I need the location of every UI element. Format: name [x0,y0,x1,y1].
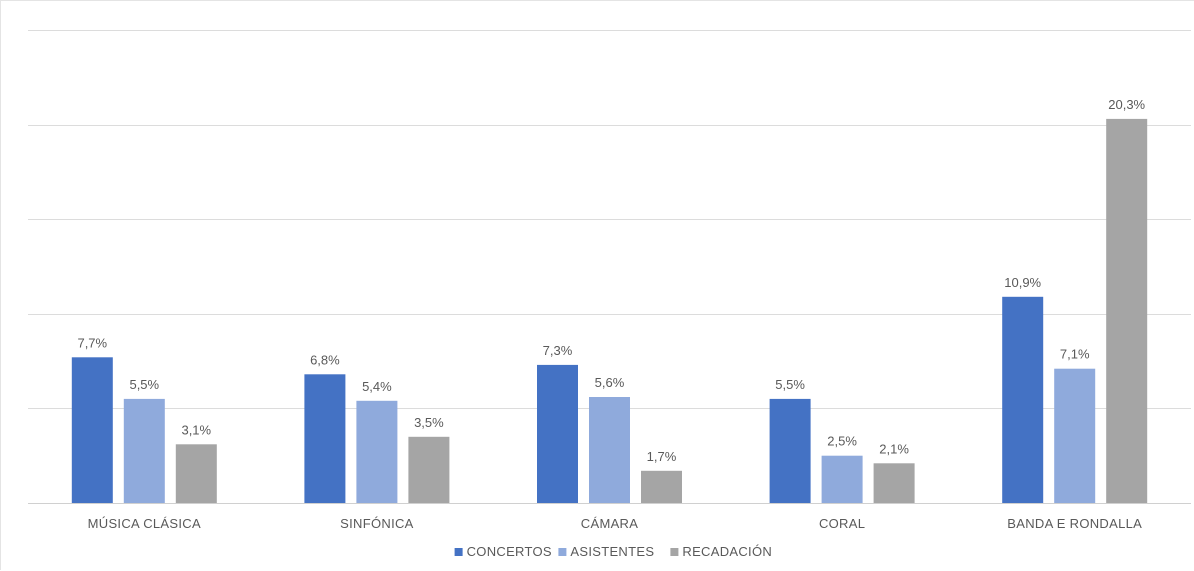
data-label: 2,1% [879,441,909,456]
gridlines [28,30,1191,409]
bar-recadación [641,470,682,503]
bar-asistentes [589,397,630,503]
category-label: MÚSICA CLÁSICA [88,516,201,531]
bar-concertos [537,364,578,503]
bar-recadación [175,444,217,503]
data-label: 5,4% [362,379,392,394]
data-label: 7,3% [543,343,573,358]
data-label: 5,6% [595,375,625,390]
category-label: CORAL [819,516,865,531]
category-label: SINFÓNICA [340,516,414,531]
data-label: 3,1% [181,422,211,437]
data-label: 5,5% [129,377,159,392]
x-axis: MÚSICA CLÁSICA SINFÓNICA CÁMARA CORAL BANDA … [28,503,1191,531]
legend-swatch [454,548,463,556]
bar-asistentes [1054,368,1096,503]
legend-label: ASISTENTES [570,544,654,559]
bar-recadación [408,436,450,503]
legend-swatch [670,548,679,556]
bar-asistentes [821,455,863,503]
category-label: CÁMARA [581,516,638,531]
data-label: 20,3% [1108,97,1145,112]
bar-concertos [71,357,113,503]
data-label: 10,9% [1004,275,1041,290]
legend-label: CONCERTOS [467,544,552,559]
data-label: 6,8% [310,352,340,367]
bar-recadación [1106,118,1148,504]
bars [71,118,1148,504]
legend: CONCERTOS ASISTENTES RECADACIÓN [454,544,772,559]
data-label: 7,7% [77,335,107,350]
bar-asistentes [123,398,165,503]
data-label: 1,7% [647,449,677,464]
category-label: BANDA E RONDALLA [1007,516,1142,531]
bar-asistentes [356,400,398,503]
legend-label: RECADACIÓN [682,544,772,559]
data-label: 2,5% [827,434,857,449]
bar-recadación [873,463,915,503]
data-label: 3,5% [414,415,444,430]
bar-concertos [1002,296,1044,503]
legend-swatch [558,548,567,556]
data-label: 5,5% [775,377,805,392]
data-labels: 7,7% 5,5% 3,1% 6,8% 5,4% 3,5% 7,3% 5,6% 1,7% 5,5%… [77,97,1145,464]
data-label: 7,1% [1060,347,1090,362]
bar-concertos [769,398,811,503]
bar-concertos [304,374,346,503]
